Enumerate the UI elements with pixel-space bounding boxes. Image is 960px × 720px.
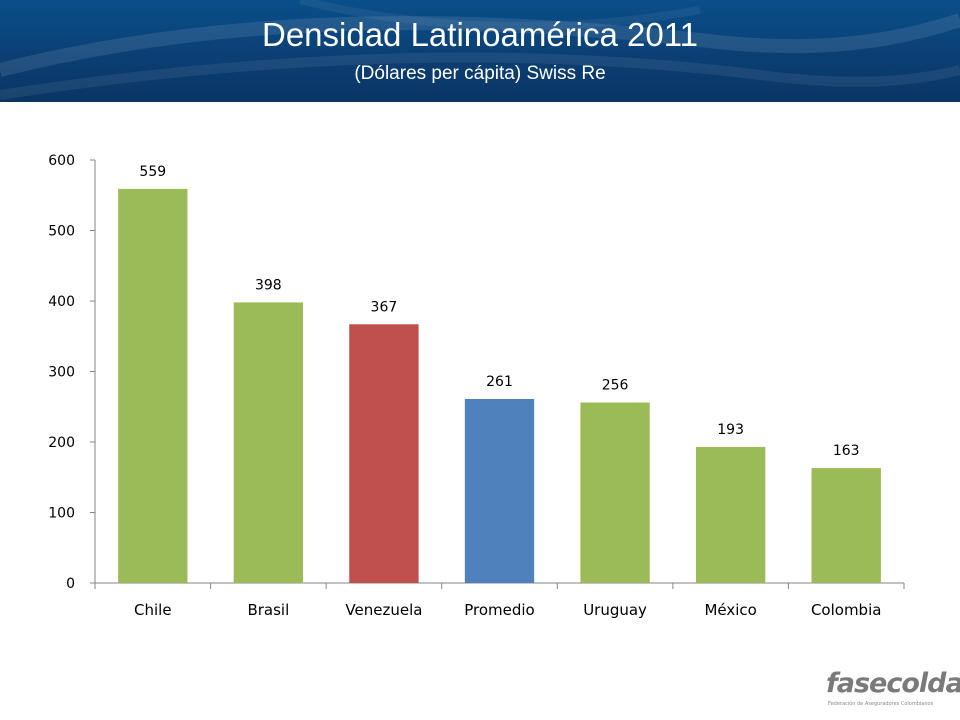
- data-label: 367: [371, 299, 398, 315]
- y-tick-label: 200: [48, 435, 75, 451]
- bar-venezuela: [349, 324, 419, 583]
- y-tick-label: 400: [48, 294, 75, 310]
- x-tick-label: Chile: [134, 601, 172, 619]
- bar-méxico: [695, 446, 766, 583]
- bar-brasil: [233, 302, 304, 583]
- x-tick-label: Uruguay: [583, 601, 647, 619]
- x-tick-label: Promedio: [464, 601, 535, 619]
- data-label: 398: [255, 277, 282, 293]
- page-subtitle: (Dólares per cápita) Swiss Re: [354, 63, 606, 84]
- fasecolda-logo: fasecolda Federación de Aseguradores Col…: [826, 668, 960, 712]
- y-tick-label: 600: [48, 153, 75, 169]
- y-tick-label: 500: [48, 224, 75, 240]
- x-tick-label: Brasil: [247, 601, 289, 619]
- page-title: Densidad Latinoamérica 2011: [261, 16, 698, 53]
- bar-promedio: [464, 398, 535, 583]
- x-tick-label: Colombia: [811, 601, 882, 619]
- bar-chile: [118, 188, 188, 583]
- bar-uruguay: [580, 402, 650, 583]
- bar-colombia: [811, 468, 881, 583]
- data-label: 163: [833, 443, 860, 459]
- y-tick-label: 100: [48, 506, 75, 522]
- x-tick-label: México: [704, 601, 756, 619]
- data-label: 193: [717, 422, 744, 438]
- banner-swoosh-decoration: [0, 0, 960, 100]
- data-label: 256: [602, 378, 629, 394]
- y-tick-label: 300: [48, 365, 75, 381]
- data-label: 559: [139, 164, 166, 180]
- logo-tagline: Federación de Aseguradores Colombianos: [828, 701, 934, 707]
- y-tick-label: 0: [66, 576, 75, 592]
- x-tick-label: Venezuela: [345, 601, 422, 619]
- logo-wordmark: fasecolda: [826, 668, 960, 699]
- data-label: 261: [486, 374, 513, 390]
- header-banner: Densidad Latinoamérica 2011 (Dólares per…: [0, 0, 960, 102]
